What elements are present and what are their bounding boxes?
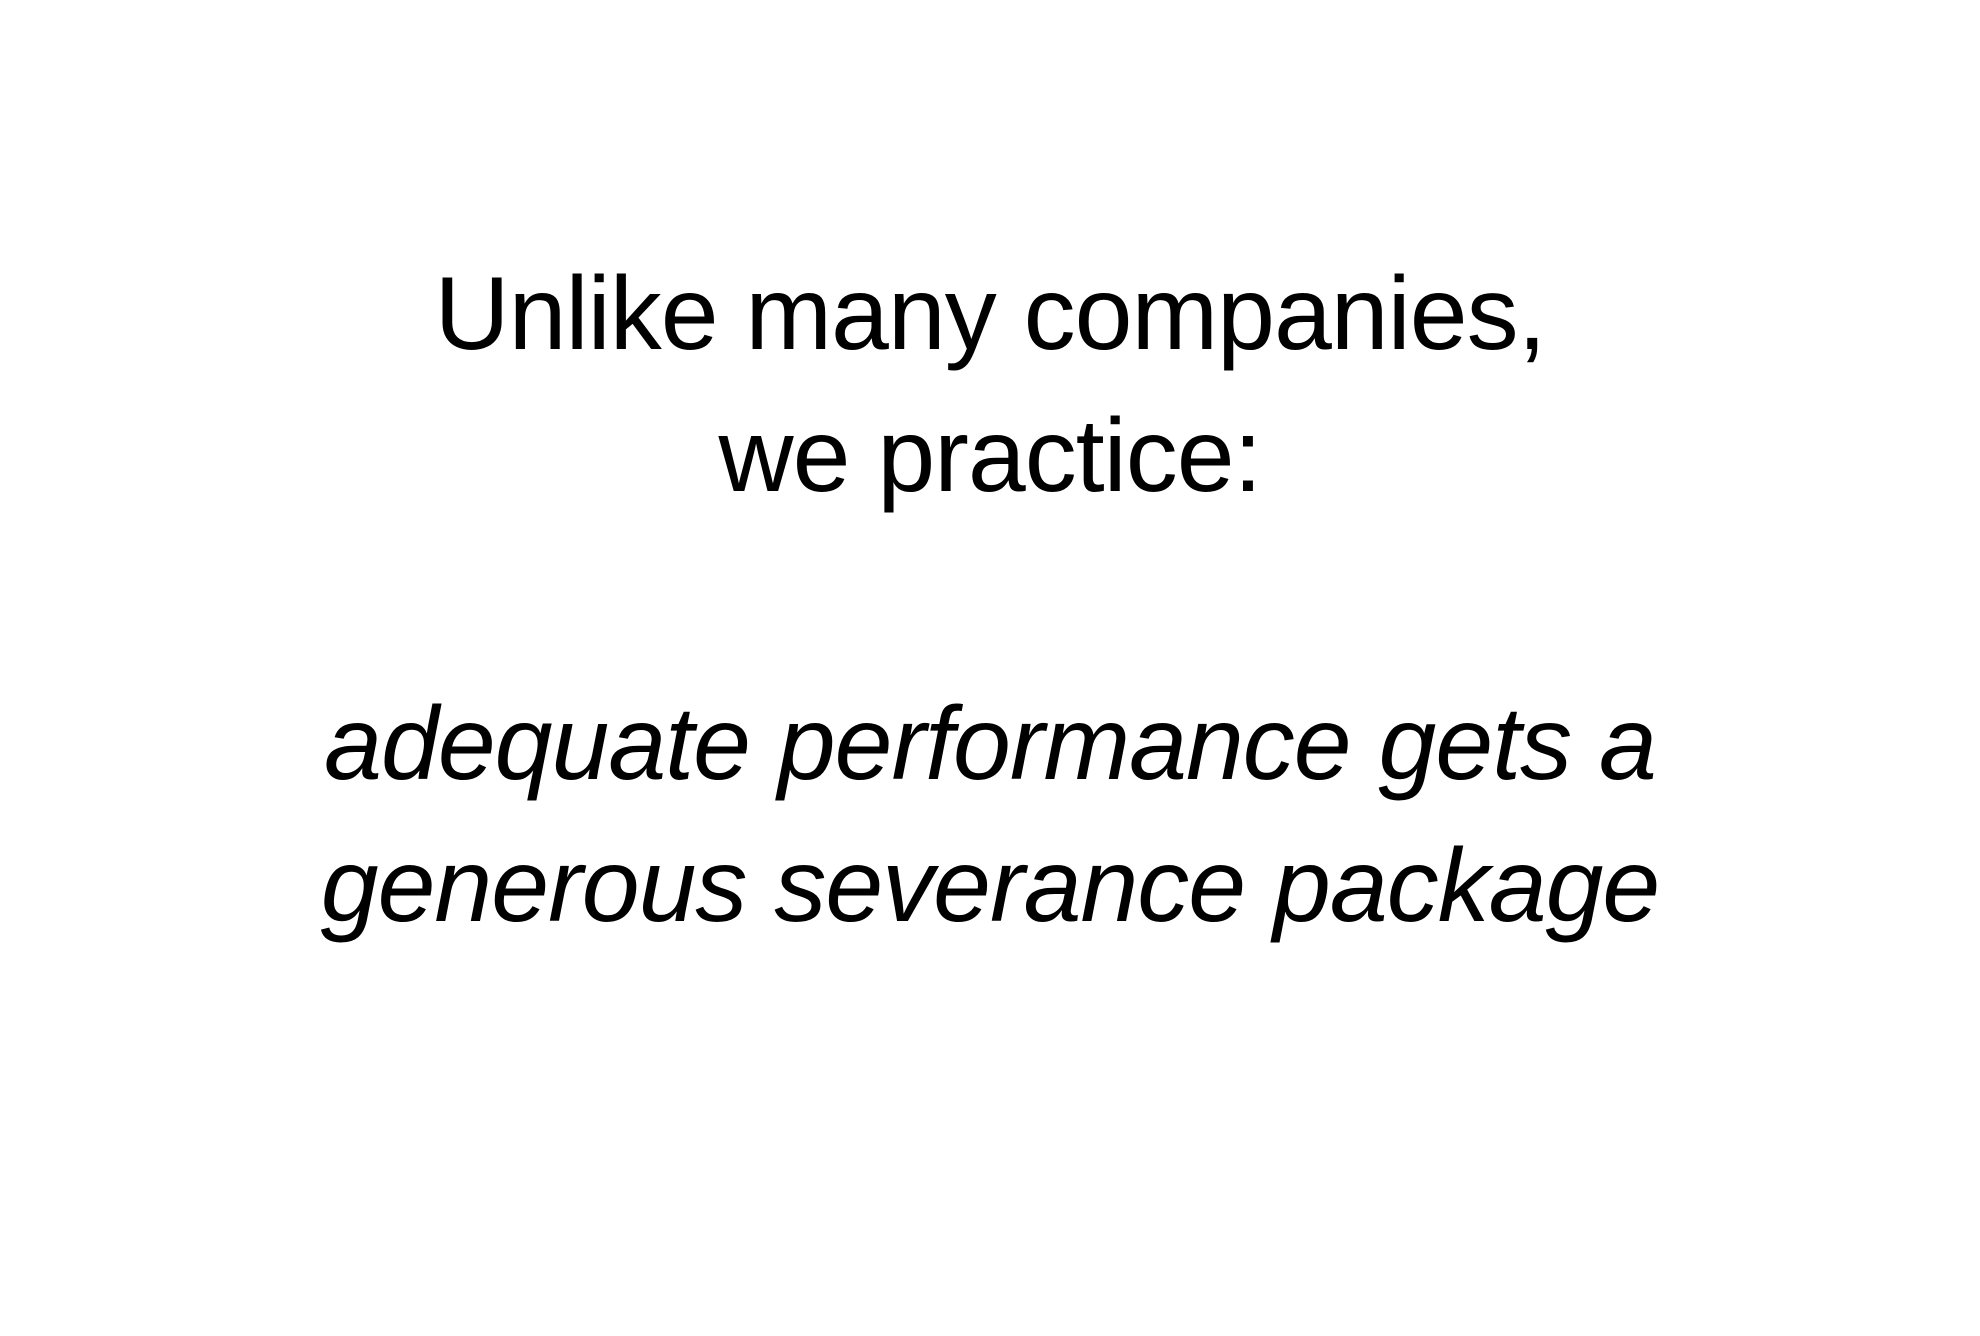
emphasis-line-2: generous severance package [320,828,1661,944]
heading-line-2: we practice: [718,398,1263,514]
heading-line-1: Unlike many companies, [434,256,1547,372]
emphasis-line-1: adequate performance gets a [324,686,1657,802]
